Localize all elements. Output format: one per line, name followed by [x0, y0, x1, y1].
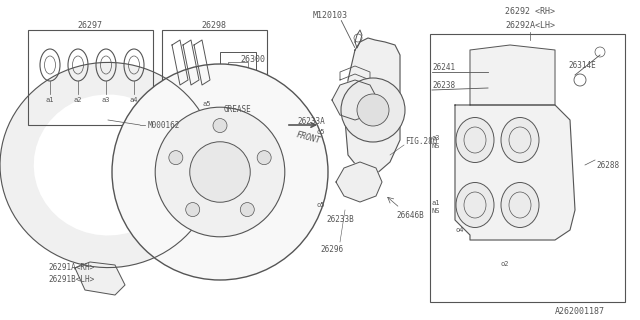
- Text: o2: o2: [500, 261, 509, 267]
- Text: FIG.280: FIG.280: [405, 138, 437, 147]
- Text: M000162: M000162: [148, 121, 180, 130]
- Text: o5: o5: [317, 202, 325, 208]
- Text: o4: o4: [456, 227, 464, 233]
- Polygon shape: [345, 38, 400, 175]
- Text: GREASE: GREASE: [224, 106, 252, 115]
- Text: a1: a1: [45, 97, 54, 103]
- Text: 26291B<LH>: 26291B<LH>: [49, 276, 95, 284]
- Bar: [28, 30, 153, 125]
- Text: 26296: 26296: [321, 245, 344, 254]
- Text: 26314E: 26314E: [568, 60, 596, 69]
- Text: 26300: 26300: [241, 55, 266, 65]
- Bar: [220, 52, 256, 100]
- Text: 26238: 26238: [432, 81, 455, 90]
- Circle shape: [341, 78, 405, 142]
- Text: A262001187: A262001187: [555, 308, 605, 316]
- Text: 26233A: 26233A: [297, 117, 325, 126]
- Polygon shape: [470, 45, 555, 105]
- Text: a5: a5: [203, 101, 211, 107]
- Ellipse shape: [501, 182, 539, 228]
- Polygon shape: [332, 80, 378, 120]
- Bar: [228, 62, 248, 92]
- Text: 26241: 26241: [432, 63, 455, 73]
- Circle shape: [186, 203, 200, 217]
- Ellipse shape: [501, 117, 539, 163]
- Text: o3: o3: [432, 135, 440, 141]
- Text: a4: a4: [130, 97, 138, 103]
- Text: a1: a1: [432, 200, 440, 206]
- Text: a3: a3: [102, 97, 110, 103]
- Text: 26646B: 26646B: [396, 211, 424, 220]
- Text: 26298: 26298: [202, 20, 227, 29]
- Circle shape: [213, 118, 227, 132]
- Text: 26233B: 26233B: [326, 215, 354, 225]
- Bar: [162, 30, 267, 125]
- Text: M120103: M120103: [312, 11, 348, 20]
- Circle shape: [257, 151, 271, 165]
- Text: NS: NS: [432, 143, 440, 149]
- Text: 26297: 26297: [77, 20, 102, 29]
- Text: 26291A<RH>: 26291A<RH>: [49, 263, 95, 273]
- Circle shape: [169, 151, 183, 165]
- Polygon shape: [336, 162, 382, 202]
- Circle shape: [189, 142, 250, 202]
- Text: 26292 <RH>: 26292 <RH>: [505, 7, 555, 17]
- Text: NS: NS: [432, 208, 440, 214]
- Ellipse shape: [456, 117, 494, 163]
- Polygon shape: [75, 262, 125, 295]
- Text: 26292A<LH>: 26292A<LH>: [505, 20, 555, 29]
- Polygon shape: [0, 62, 209, 268]
- Circle shape: [240, 203, 254, 217]
- Circle shape: [155, 107, 285, 237]
- Text: 26288: 26288: [596, 161, 619, 170]
- Circle shape: [112, 64, 328, 280]
- Text: a2: a2: [74, 97, 83, 103]
- Text: FRONT: FRONT: [295, 131, 321, 146]
- Bar: [430, 34, 625, 302]
- Circle shape: [357, 94, 389, 126]
- Text: o5: o5: [317, 129, 325, 135]
- Ellipse shape: [456, 182, 494, 228]
- Polygon shape: [455, 105, 575, 240]
